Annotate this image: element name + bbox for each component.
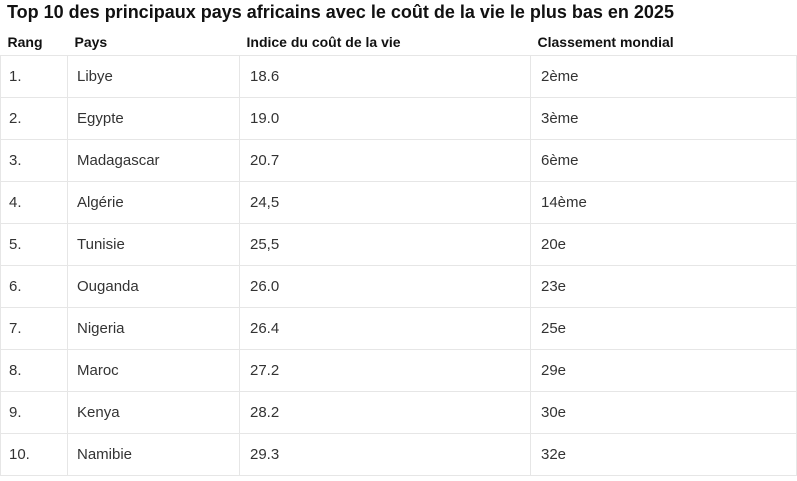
world-rank-cell: 25e — [530, 307, 797, 350]
table-row: 3. Madagascar 20.7 6ème — [0, 139, 797, 182]
table-row: 9. Kenya 28.2 30e — [0, 391, 797, 434]
rank-cell: 8. — [0, 349, 68, 392]
index-cell: 28.2 — [239, 391, 531, 434]
index-cell: 25,5 — [239, 223, 531, 266]
rank-cell: 7. — [0, 307, 68, 350]
table-row: 4. Algérie 24,5 14ème — [0, 181, 797, 224]
column-header-classement: Classement mondial — [537, 34, 674, 50]
rank-cell: 10. — [0, 433, 68, 476]
index-cell: 20.7 — [239, 139, 531, 182]
world-rank-cell: 6ème — [530, 139, 797, 182]
world-rank-cell: 29e — [530, 349, 797, 392]
rank-cell: 3. — [0, 139, 68, 182]
index-cell: 29.3 — [239, 433, 531, 476]
column-header-pays: Pays — [74, 34, 108, 50]
rank-cell: 2. — [0, 97, 68, 140]
world-rank-cell: 3ème — [530, 97, 797, 140]
country-cell: Egypte — [67, 97, 240, 140]
world-rank-cell: 2ème — [530, 55, 797, 98]
page-title: Top 10 des principaux pays africains ave… — [7, 2, 674, 22]
column-header-rang: Rang — [7, 34, 43, 50]
world-rank-cell: 32e — [530, 433, 797, 476]
table-row: 2. Egypte 19.0 3ème — [0, 97, 797, 140]
column-header-indice: Indice du coût de la vie — [246, 34, 401, 50]
table-row: 8. Maroc 27.2 29e — [0, 349, 797, 392]
rank-cell: 9. — [0, 391, 68, 434]
country-cell: Libye — [67, 55, 240, 98]
rank-cell: 5. — [0, 223, 68, 266]
cost-of-living-table: Rang Pays Indice du coût de la vie Class… — [0, 29, 797, 476]
index-cell: 26.0 — [239, 265, 531, 308]
country-cell: Nigeria — [67, 307, 240, 350]
rank-cell: 1. — [0, 55, 68, 98]
table-row: 5. Tunisie 25,5 20e — [0, 223, 797, 266]
index-cell: 26.4 — [239, 307, 531, 350]
country-cell: Madagascar — [67, 139, 240, 182]
world-rank-cell: 30e — [530, 391, 797, 434]
world-rank-cell: 20e — [530, 223, 797, 266]
rank-cell: 4. — [0, 181, 68, 224]
country-cell: Algérie — [67, 181, 240, 224]
index-cell: 18.6 — [239, 55, 531, 98]
country-cell: Kenya — [67, 391, 240, 434]
world-rank-cell: 14ème — [530, 181, 797, 224]
country-cell: Namibie — [67, 433, 240, 476]
table-header-row: Rang Pays Indice du coût de la vie Class… — [1, 29, 797, 56]
country-cell: Tunisie — [67, 223, 240, 266]
index-cell: 27.2 — [239, 349, 531, 392]
index-cell: 19.0 — [239, 97, 531, 140]
country-cell: Ouganda — [67, 265, 240, 308]
table-body: 1. Libye 18.6 2ème 2. Egypte 19.0 3ème 3. Madagas… — [0, 55, 797, 476]
table-row: 1. Libye 18.6 2ème — [0, 55, 797, 98]
country-cell: Maroc — [67, 349, 240, 392]
table-row: 10. Namibie 29.3 32e — [0, 433, 797, 476]
rank-cell: 6. — [0, 265, 68, 308]
table-row: 7. Nigeria 26.4 25e — [0, 307, 797, 350]
index-cell: 24,5 — [239, 181, 531, 224]
table-row: 6. Ouganda 26.0 23e — [0, 265, 797, 308]
world-rank-cell: 23e — [530, 265, 797, 308]
